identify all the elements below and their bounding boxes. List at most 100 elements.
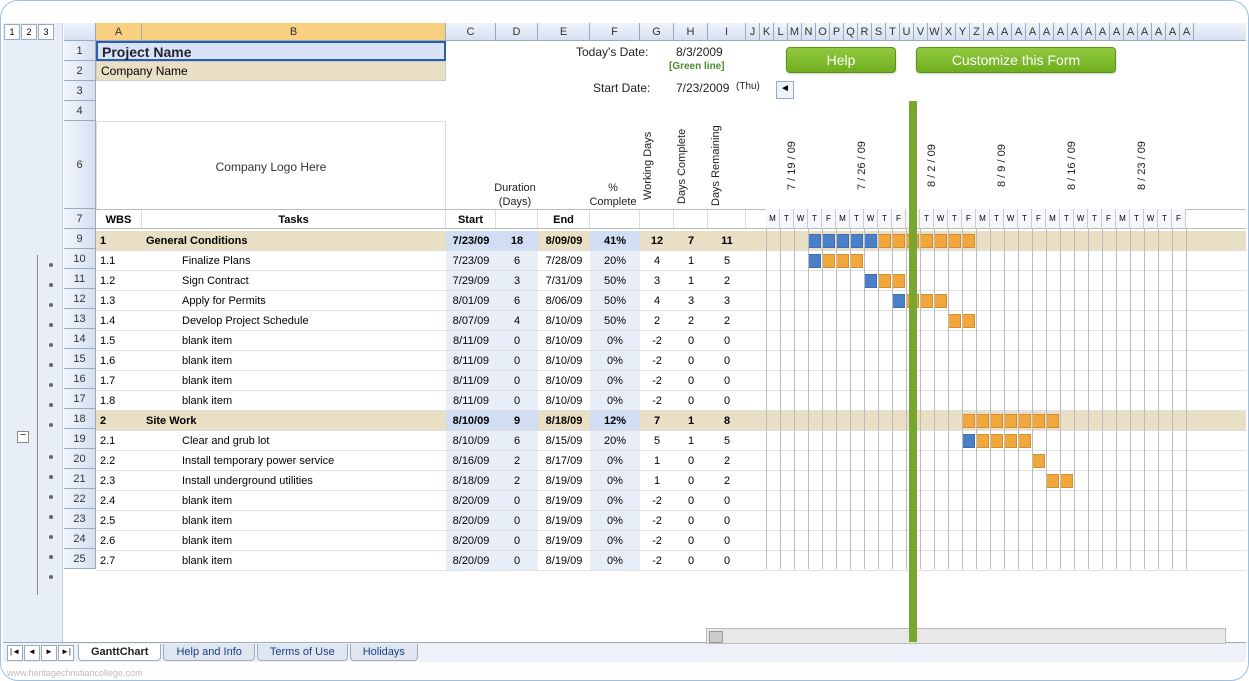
col-header-A[interactable]: A [1054,23,1068,40]
col-header-A[interactable]: A [998,23,1012,40]
gantt-nav-left[interactable]: ◄ [776,81,794,99]
row-header-22[interactable]: 22 [64,489,96,509]
sheet-tab-holidays[interactable]: Holidays [350,644,418,661]
col-header-Y[interactable]: Y [956,23,970,40]
col-header-G[interactable]: G [640,23,674,40]
row-header-24[interactable]: 24 [64,529,96,549]
gantt-bar-cell [808,234,821,248]
horizontal-scrollbar[interactable] [706,628,1226,644]
row-header-19[interactable]: 19 [64,429,96,449]
week-date-1: 7 / 26 / 09 [856,121,876,211]
col-header-A[interactable]: A [1026,23,1040,40]
col-header-K[interactable]: K [760,23,774,40]
row-header-6[interactable]: 6 [64,121,96,209]
row-header-23[interactable]: 23 [64,509,96,529]
outline-level-1[interactable]: 1 [4,24,20,40]
row-header-21[interactable]: 21 [64,469,96,489]
col-header-I[interactable]: I [708,23,746,40]
col-header-A[interactable]: A [1082,23,1096,40]
row-header-14[interactable]: 14 [64,329,96,349]
sheet-tab-ganttchart[interactable]: GanttChart [78,644,161,661]
col-header-A[interactable]: A [1180,23,1194,40]
day-letter: F [892,209,906,229]
col-header-A[interactable]: A [96,23,142,40]
col-header-S[interactable]: S [872,23,886,40]
tab-nav-next[interactable]: ► [41,645,57,661]
row-header-16[interactable]: 16 [64,369,96,389]
row-header-15[interactable]: 15 [64,349,96,369]
day-letter: T [1088,209,1102,229]
col-header-A[interactable]: A [1096,23,1110,40]
col-header-R[interactable]: R [858,23,872,40]
col-header-W[interactable]: W [928,23,942,40]
row-header-9[interactable]: 9 [64,229,96,249]
col-header-M[interactable]: M [788,23,802,40]
col-header-C[interactable]: C [446,23,496,40]
row-header-10[interactable]: 10 [64,249,96,269]
tab-nav-first[interactable]: |◄ [7,645,23,661]
row-header-17[interactable]: 17 [64,389,96,409]
col-header-A[interactable]: A [984,23,998,40]
col-header-Z[interactable]: Z [970,23,984,40]
help-button[interactable]: Help [786,47,896,73]
col-header-X[interactable]: X [942,23,956,40]
row-header-25[interactable]: 25 [64,549,96,569]
outline-level-2[interactable]: 2 [21,24,37,40]
col-header-E[interactable]: E [538,23,590,40]
col-header-Q[interactable]: Q [844,23,858,40]
col-header-A[interactable]: A [1040,23,1054,40]
sheet-tab-terms of use[interactable]: Terms of Use [257,644,348,661]
col-header-J[interactable]: J [746,23,760,40]
col-header-B[interactable]: B [142,23,446,40]
col-header-D[interactable]: D [496,23,538,40]
row-header-2[interactable]: 2 [64,61,96,81]
col-header-P[interactable]: P [830,23,844,40]
col-header-U[interactable]: U [900,23,914,40]
row-header-11[interactable]: 11 [64,269,96,289]
tab-nav-prev[interactable]: ◄ [24,645,40,661]
gantt-bar-cell [822,254,835,268]
col-header-O[interactable]: O [816,23,830,40]
col-header-F[interactable]: F [590,23,640,40]
week-date-4: 8 / 16 / 09 [1066,121,1086,211]
gantt-row [766,431,1246,451]
col-header-A[interactable]: A [1124,23,1138,40]
company-name-cell[interactable]: Company Name [96,61,446,81]
gantt-row [766,511,1246,531]
gantt-bar-cell [976,434,989,448]
start-day-value: (Thu) [736,81,760,92]
col-header-A[interactable]: A [1068,23,1082,40]
gantt-row [766,451,1246,471]
col-header-H[interactable]: H [674,23,708,40]
outline-collapse-icon[interactable]: − [17,431,29,443]
day-letter: M [1116,209,1130,229]
col-header-T[interactable]: T [886,23,900,40]
sheet-tab-help and info[interactable]: Help and Info [163,644,254,661]
row-header-20[interactable]: 20 [64,449,96,469]
col-header-A[interactable]: A [1138,23,1152,40]
col-header-L[interactable]: L [774,23,788,40]
col-header-V[interactable]: V [914,23,928,40]
row-header-18[interactable]: 18 [64,409,96,429]
col-header-A[interactable]: A [1152,23,1166,40]
row-header-7[interactable]: 7 [64,209,96,229]
tab-nav-last[interactable]: ►| [58,645,74,661]
col-header-A[interactable]: A [1110,23,1124,40]
row-header-12[interactable]: 12 [64,289,96,309]
scrollbar-thumb[interactable] [709,631,723,643]
col-header-A[interactable]: A [1166,23,1180,40]
header-duration: Duration (Days) [494,121,536,211]
row-header-13[interactable]: 13 [64,309,96,329]
col-header-N[interactable]: N [802,23,816,40]
row-header-4[interactable]: 4 [64,101,96,121]
col-header-A[interactable]: A [1012,23,1026,40]
customize-button[interactable]: Customize this Form [916,47,1116,73]
gantt-row [766,471,1246,491]
gantt-chart [766,231,1246,571]
header-working-days: Working Days [642,121,674,211]
row-header-3[interactable]: 3 [64,81,96,101]
row-header-1[interactable]: 1 [64,41,96,61]
outline-level-3[interactable]: 3 [38,24,54,40]
gantt-bar-cell [808,254,821,268]
project-name-cell[interactable]: Project Name [96,41,446,61]
